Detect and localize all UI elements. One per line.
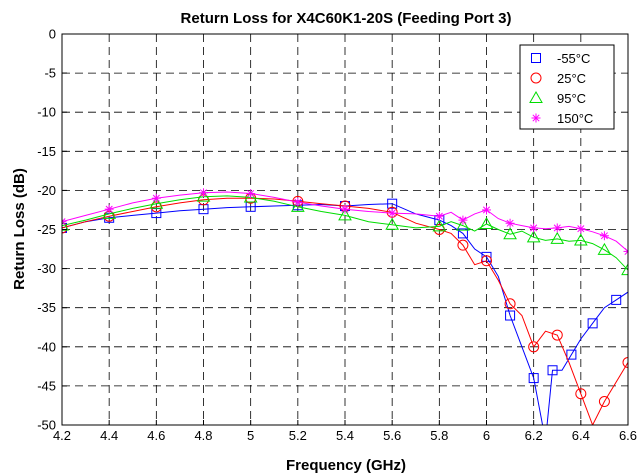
y-axis-label: Return Loss (dB) — [11, 168, 28, 290]
y-tick-label: -10 — [37, 105, 56, 120]
data-point — [552, 223, 562, 233]
x-tick-label: 5.6 — [383, 428, 401, 443]
series-0 — [62, 198, 628, 425]
data-point — [385, 217, 400, 230]
data-point — [387, 198, 398, 209]
series-3 — [62, 188, 628, 256]
data-point — [503, 227, 517, 240]
data-point — [504, 298, 516, 310]
series-line — [62, 195, 628, 271]
x-axis-ticks: 4.2 4.4 4.6 4.8 5 5.2 5.4 5.6 5.8 6 6.2 6.4 6.6 — [53, 420, 637, 443]
data-point — [528, 341, 540, 353]
data-point — [528, 373, 539, 384]
data-point — [62, 217, 67, 227]
data-point — [290, 199, 305, 212]
data-point — [457, 228, 468, 239]
data-point — [598, 396, 610, 408]
data-point — [434, 211, 444, 221]
data-point — [551, 329, 563, 341]
legend-label: 25°C — [557, 71, 586, 86]
x-tick-label: 6.6 — [619, 428, 637, 443]
x-tick-label: 5.2 — [289, 428, 307, 443]
y-tick-label: -5 — [44, 66, 56, 81]
data-point — [102, 206, 117, 219]
x-tick-label: 5.4 — [336, 428, 354, 443]
data-point — [505, 218, 515, 228]
data-point — [623, 246, 628, 256]
y-tick-label: -45 — [37, 378, 56, 393]
data-point — [458, 215, 468, 225]
legend-label: 95°C — [557, 91, 586, 106]
y-tick-label: -25 — [37, 222, 56, 237]
x-tick-label: 6.4 — [572, 428, 590, 443]
x-tick-label: 4.8 — [194, 428, 212, 443]
data-point — [529, 223, 539, 233]
x-tick-label: 4.2 — [53, 428, 71, 443]
legend: -55°C 25°C 95°C 150°C — [519, 44, 615, 130]
y-axis-ticks: 0 -5 -10 -15 -20 -25 -30 -35 -40 -45 -50 — [37, 27, 67, 433]
data-point — [576, 224, 586, 234]
data-point — [457, 239, 469, 251]
data-point — [566, 349, 577, 360]
x-tick-label: 6.2 — [525, 428, 543, 443]
x-tick-label: 5.8 — [430, 428, 448, 443]
series-line — [62, 197, 628, 425]
data-point — [432, 219, 447, 232]
data-point — [587, 318, 598, 329]
series-line — [62, 203, 628, 425]
data-point — [550, 231, 565, 244]
y-tick-label: -40 — [37, 339, 56, 354]
data-point — [526, 230, 541, 243]
chart-title: Return Loss for X4C60K1-20S (Feeding Por… — [181, 10, 512, 27]
legend-marker — [531, 113, 541, 123]
data-point — [199, 188, 208, 198]
y-tick-label: -50 — [37, 418, 56, 433]
data-point — [482, 205, 491, 215]
y-tick-label: -35 — [37, 300, 56, 315]
legend-marker — [530, 72, 542, 84]
y-tick-label: 0 — [49, 27, 56, 42]
data-point — [505, 310, 516, 321]
data-point — [621, 263, 628, 276]
data-point — [338, 208, 352, 221]
legend-label: 150°C — [557, 111, 593, 126]
series-2 — [62, 189, 628, 276]
data-point — [597, 242, 612, 255]
data-point — [599, 231, 609, 241]
legend-label: -55°C — [557, 51, 590, 66]
legend-marker — [529, 90, 543, 103]
data-point — [573, 233, 588, 246]
y-tick-label: -30 — [37, 261, 56, 276]
data-point — [104, 204, 114, 214]
data-point — [246, 189, 256, 199]
y-tick-label: -15 — [37, 144, 56, 159]
data-point — [151, 193, 161, 203]
data-point — [387, 208, 397, 218]
data-point — [575, 388, 587, 400]
data-point — [622, 356, 628, 368]
data-point — [479, 217, 494, 230]
x-tick-label: 5 — [247, 428, 254, 443]
x-axis-label: Frequency (GHz) — [286, 457, 406, 474]
x-tick-label: 4.4 — [100, 428, 118, 443]
y-tick-label: -20 — [37, 183, 56, 198]
x-tick-label: 6 — [483, 428, 490, 443]
legend-marker — [531, 53, 541, 63]
data-point — [293, 197, 303, 207]
data-point — [481, 255, 492, 267]
data-point — [611, 294, 622, 305]
x-tick-label: 4.6 — [147, 428, 165, 443]
data-point — [547, 365, 558, 376]
plot-area — [62, 188, 628, 425]
data-point — [149, 196, 164, 209]
data-point — [340, 204, 350, 214]
data-point — [456, 218, 470, 231]
